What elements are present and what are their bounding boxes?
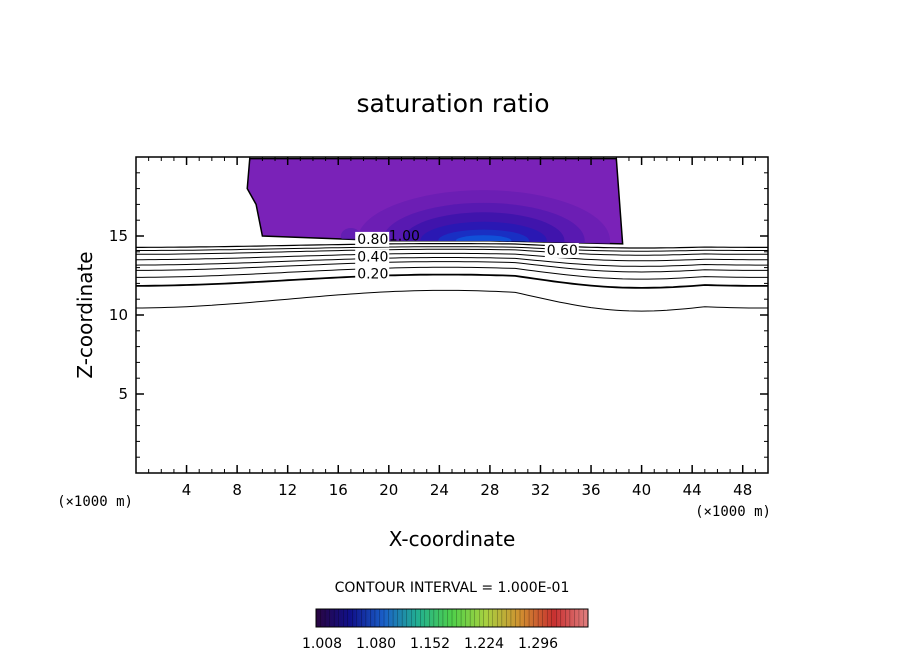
contour-label-bg bbox=[544, 242, 579, 258]
contour-label: 0.60 bbox=[547, 243, 578, 259]
y-axis-label: Z-coordinate bbox=[73, 251, 97, 378]
colorbar-tick-label: 1.296 bbox=[518, 636, 558, 652]
contour-label-bg bbox=[355, 231, 390, 247]
contour-line bbox=[136, 248, 768, 256]
x-tick-label: 8 bbox=[232, 481, 242, 499]
x-tick-label: 24 bbox=[430, 481, 449, 499]
colorbar-tick-label: 1.224 bbox=[464, 636, 504, 652]
y-tick-label: 10 bbox=[109, 306, 128, 324]
x-tick-label: 16 bbox=[329, 481, 348, 499]
colorbar-labels: 1.008 1.080 1.152 1.224 1.296 bbox=[302, 636, 558, 652]
saturation-core-bands bbox=[340, 190, 611, 244]
x-tick-label: 4 bbox=[182, 481, 192, 499]
supersaturated-region bbox=[246, 157, 624, 245]
contour-label-bg bbox=[355, 266, 390, 282]
contour-line bbox=[136, 252, 768, 262]
x-tick-label: 32 bbox=[531, 481, 550, 499]
x-ticks: 4 8 12 16 20 24 28 32 36 40 44 48 bbox=[148, 157, 756, 499]
x-tick-label: 12 bbox=[278, 481, 297, 499]
colorbar-tick-label: 1.008 bbox=[302, 636, 342, 652]
x-tick-label: 44 bbox=[683, 481, 702, 499]
contour-label-bg bbox=[355, 249, 390, 265]
x-tick-label: 40 bbox=[632, 481, 651, 499]
x-tick-label: 36 bbox=[581, 481, 600, 499]
chart-title: saturation ratio bbox=[356, 89, 549, 118]
y-ticks: 5 10 15 bbox=[109, 172, 768, 458]
x-tick-label: 20 bbox=[379, 481, 398, 499]
y-tick-label: 5 bbox=[118, 385, 128, 403]
contour-line bbox=[136, 243, 768, 249]
contour-label: 0.40 bbox=[357, 249, 388, 265]
x-tick-label: 28 bbox=[480, 481, 499, 499]
contour-line bbox=[135, 257, 768, 267]
contour-label: 0.20 bbox=[357, 267, 388, 283]
contour-line bbox=[136, 273, 768, 289]
contour-line bbox=[136, 289, 768, 312]
contour-line bbox=[136, 261, 768, 273]
colorbar bbox=[315, 608, 589, 628]
contour-line bbox=[136, 246, 768, 252]
contour-line bbox=[136, 266, 768, 280]
colorbar-tick-label: 1.080 bbox=[356, 636, 396, 652]
x-unit-right-label: (×1000 m) bbox=[695, 504, 771, 520]
x-tick-label: 48 bbox=[733, 481, 752, 499]
x-axis-label: X-coordinate bbox=[389, 527, 516, 551]
contour-label: 0.80 bbox=[357, 232, 388, 248]
contour-lines bbox=[135, 243, 768, 312]
y-tick-label: 15 bbox=[109, 227, 128, 245]
x-unit-left-label: (×1000 m) bbox=[57, 494, 133, 510]
contour-labels: 0.80 1.000.40 0.20 0.60 bbox=[355, 229, 579, 283]
contour-interval-text: CONTOUR INTERVAL = 1.000E-01 bbox=[335, 580, 570, 596]
colorbar-tick-label: 1.152 bbox=[410, 636, 450, 652]
contour-label: 1.00 bbox=[389, 229, 420, 245]
